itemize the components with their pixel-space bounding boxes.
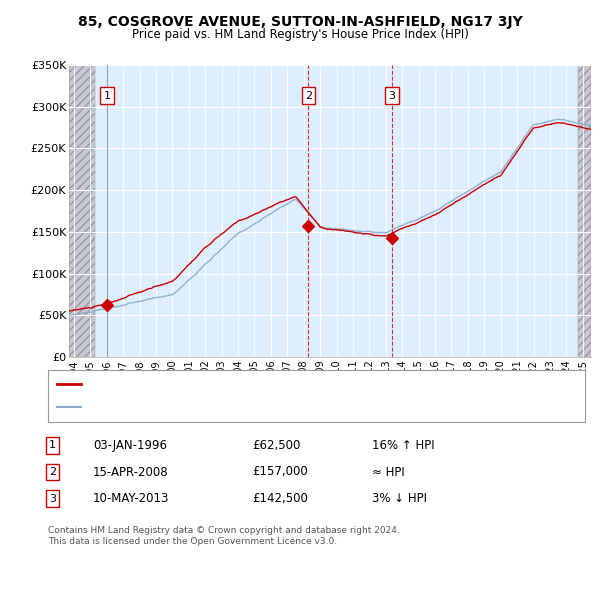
Text: 3% ↓ HPI: 3% ↓ HPI xyxy=(372,492,427,505)
Bar xyxy=(578,65,591,357)
Text: 1: 1 xyxy=(49,441,56,450)
Text: 16% ↑ HPI: 16% ↑ HPI xyxy=(372,439,434,452)
Text: Contains HM Land Registry data © Crown copyright and database right 2024.
This d: Contains HM Land Registry data © Crown c… xyxy=(48,526,400,546)
Text: 03-JAN-1996: 03-JAN-1996 xyxy=(93,439,167,452)
Text: £142,500: £142,500 xyxy=(252,492,308,505)
Text: 2: 2 xyxy=(305,91,312,100)
Text: 1: 1 xyxy=(103,91,110,100)
Text: 3: 3 xyxy=(388,91,395,100)
Text: HPI: Average price, detached house, Ashfield: HPI: Average price, detached house, Ashf… xyxy=(86,402,320,412)
Text: 2: 2 xyxy=(49,467,56,477)
Text: 10-MAY-2013: 10-MAY-2013 xyxy=(93,492,169,505)
Text: 85, COSGROVE AVENUE, SUTTON-IN-ASHFIELD, NG17 3JY: 85, COSGROVE AVENUE, SUTTON-IN-ASHFIELD,… xyxy=(77,15,523,29)
Text: 85, COSGROVE AVENUE, SUTTON-IN-ASHFIELD, NG17 3JY (detached house): 85, COSGROVE AVENUE, SUTTON-IN-ASHFIELD,… xyxy=(86,379,478,389)
Text: Price paid vs. HM Land Registry's House Price Index (HPI): Price paid vs. HM Land Registry's House … xyxy=(131,28,469,41)
Text: £62,500: £62,500 xyxy=(252,439,301,452)
Text: 15-APR-2008: 15-APR-2008 xyxy=(93,466,169,478)
Text: 3: 3 xyxy=(49,494,56,503)
Text: £157,000: £157,000 xyxy=(252,466,308,478)
Text: ≈ HPI: ≈ HPI xyxy=(372,466,405,478)
Bar xyxy=(69,65,95,357)
